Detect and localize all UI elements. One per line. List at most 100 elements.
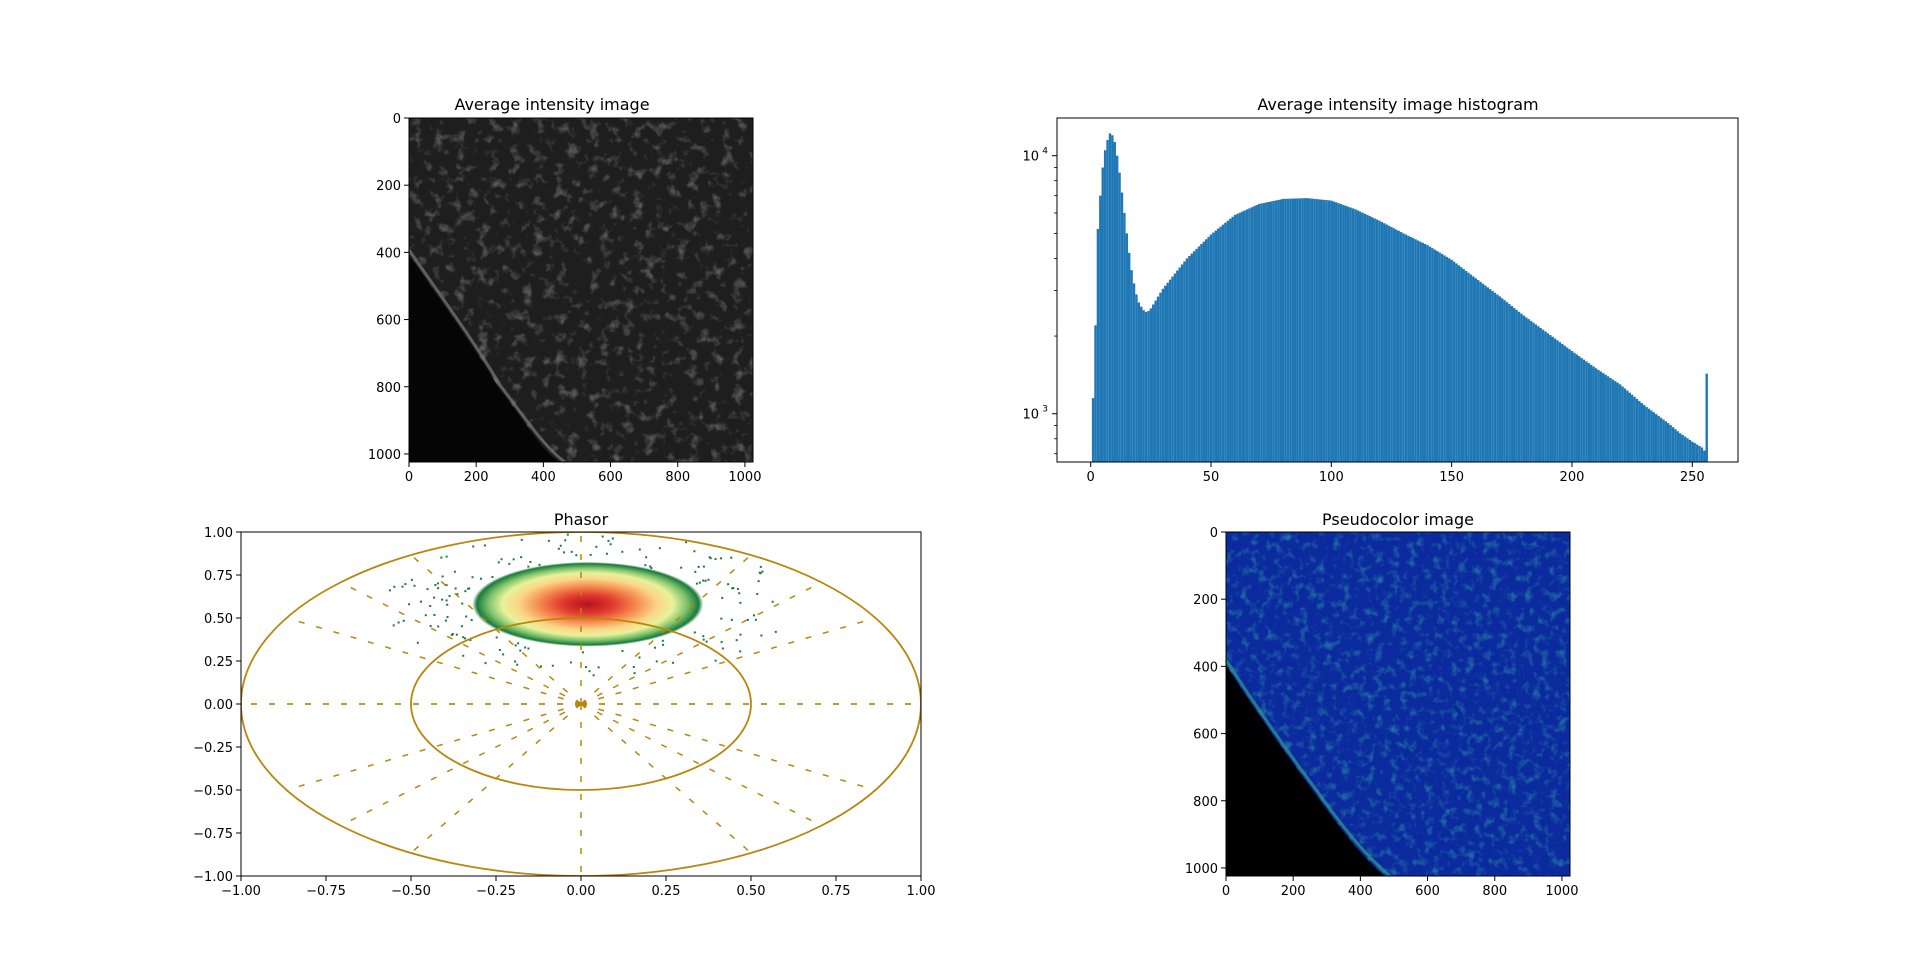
histogram-bar bbox=[1525, 317, 1528, 462]
phasor-outlier bbox=[771, 600, 774, 603]
histogram-bar bbox=[1460, 267, 1463, 462]
histogram-bar bbox=[1106, 140, 1109, 463]
average-intensity-x-ticks: 0 200 400 600 800 1000 bbox=[405, 462, 761, 485]
histogram-bar bbox=[1409, 236, 1412, 462]
histogram-bar bbox=[1510, 306, 1514, 462]
phasor-outlier bbox=[592, 674, 595, 677]
histogram-title: Average intensity image histogram bbox=[1257, 95, 1538, 114]
phasor-outlier bbox=[500, 558, 503, 561]
x-tick-label: 400 bbox=[1348, 884, 1373, 899]
phasor-outlier bbox=[437, 625, 440, 628]
histogram-bar bbox=[1346, 206, 1350, 462]
phasor-outlier bbox=[479, 577, 482, 580]
histogram-bar bbox=[1580, 357, 1583, 462]
histogram-bar bbox=[1679, 433, 1682, 462]
histogram-bar bbox=[1688, 439, 1692, 462]
histogram-bar bbox=[1149, 308, 1153, 462]
histogram-bar bbox=[1173, 273, 1177, 462]
phasor-outlier bbox=[761, 570, 764, 573]
histogram-bar bbox=[1445, 256, 1449, 462]
phasor-outlier bbox=[516, 663, 519, 666]
histogram-bar bbox=[1334, 202, 1338, 462]
histogram-bar bbox=[1541, 329, 1545, 462]
phasor-outlier bbox=[721, 596, 724, 599]
histogram-bar bbox=[1359, 211, 1362, 462]
histogram-bar bbox=[1308, 198, 1311, 462]
phasor-outlier bbox=[517, 642, 520, 645]
histogram-bar bbox=[1366, 214, 1369, 462]
histogram-bar bbox=[1428, 246, 1432, 462]
histogram-bar bbox=[1686, 438, 1689, 462]
x-tick-label: 0 bbox=[1087, 470, 1095, 485]
y-tick-label: −1.00 bbox=[193, 870, 233, 885]
histogram-bar bbox=[1455, 263, 1458, 462]
histogram-bar bbox=[1351, 208, 1355, 462]
histogram-bar bbox=[1534, 324, 1538, 462]
phasor-outlier bbox=[529, 560, 532, 563]
histogram-bar bbox=[1457, 265, 1461, 462]
phasor-outlier bbox=[467, 587, 470, 590]
phasor-outlier bbox=[575, 554, 578, 557]
x-tick-label: −0.25 bbox=[476, 884, 516, 899]
histogram-bar bbox=[1513, 307, 1516, 462]
histogram-bar bbox=[1539, 327, 1542, 462]
histogram-bar bbox=[1443, 255, 1446, 462]
phasor-outlier bbox=[426, 588, 429, 591]
phasor-outlier bbox=[739, 633, 742, 636]
phasor-outlier bbox=[680, 566, 683, 569]
histogram-bar bbox=[1118, 172, 1121, 463]
phasor-outlier bbox=[732, 586, 735, 589]
histogram-bar bbox=[1544, 331, 1547, 462]
histogram-bar bbox=[1691, 441, 1694, 462]
phasor-outlier bbox=[584, 666, 587, 669]
phasor-outlier bbox=[759, 572, 762, 575]
phasor-outlier bbox=[453, 570, 456, 573]
phasor-outlier bbox=[559, 544, 562, 547]
histogram-bar bbox=[1438, 252, 1441, 462]
histogram-bar bbox=[1219, 226, 1222, 462]
histogram-bar bbox=[1147, 311, 1150, 462]
histogram-bar bbox=[1472, 276, 1475, 462]
phasor-outlier bbox=[698, 581, 701, 584]
histogram-bar bbox=[1621, 386, 1624, 462]
histogram-bar bbox=[1671, 427, 1675, 462]
phasor-outlier bbox=[638, 548, 641, 551]
phasor-outlier bbox=[589, 553, 592, 556]
pseudocolor-y-ticks: 0 200 400 600 800 1000 bbox=[1185, 526, 1226, 877]
histogram-bar bbox=[1120, 192, 1124, 462]
x-tick-label: 1000 bbox=[728, 470, 761, 485]
phasor-outlier bbox=[469, 638, 472, 641]
phasor-outlier bbox=[455, 633, 458, 636]
histogram-bar bbox=[1272, 200, 1275, 462]
phasor-radial-line bbox=[286, 703, 582, 791]
histogram-bar bbox=[1563, 345, 1566, 462]
histogram-bar bbox=[1611, 379, 1615, 462]
histogram-bar bbox=[1383, 223, 1386, 462]
phasor-outlier bbox=[650, 566, 653, 569]
phasor-density-blob bbox=[472, 561, 704, 647]
histogram-bar bbox=[1221, 224, 1225, 462]
histogram-bar bbox=[1464, 270, 1468, 462]
y-tick-label: 600 bbox=[376, 314, 401, 329]
histogram-bar bbox=[1303, 198, 1307, 462]
histogram-bar bbox=[1260, 203, 1263, 462]
histogram-bar bbox=[1681, 434, 1684, 462]
histogram-bar bbox=[1342, 204, 1345, 462]
phasor-outlier bbox=[694, 570, 697, 573]
histogram-bar bbox=[1137, 302, 1141, 462]
histogram-bar bbox=[1556, 340, 1559, 462]
histogram-bar bbox=[1599, 371, 1603, 462]
phasor-outlier bbox=[454, 587, 457, 590]
histogram-bar bbox=[1609, 377, 1612, 462]
phasor-outlier bbox=[434, 583, 437, 586]
phasor-outlier bbox=[714, 659, 717, 662]
histogram-bar bbox=[1238, 212, 1242, 462]
histogram-bar bbox=[1705, 373, 1708, 462]
histogram-bar bbox=[1604, 374, 1607, 462]
phasor-outlier bbox=[685, 541, 688, 544]
phasor-outlier bbox=[655, 660, 658, 663]
phasor-outlier bbox=[464, 590, 467, 593]
phasor-outlier bbox=[404, 583, 407, 586]
histogram-bar bbox=[1361, 212, 1364, 462]
phasor-outlier bbox=[460, 625, 463, 628]
